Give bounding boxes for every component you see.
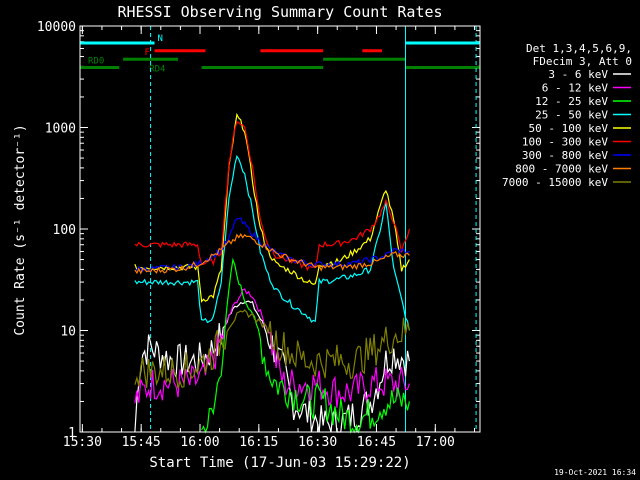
y-tick-label: 10 [60,325,76,340]
footer-date: 19-Oct-2021 16:34 [554,468,636,477]
legend-entry-label: 50 - 100 keV [529,122,609,135]
flag-label: RD0 [88,56,104,66]
plot-frame [79,25,481,433]
series-line [134,217,410,273]
series-line [134,288,410,408]
flag-label: N [158,34,163,44]
legend: Det 1,3,4,5,6,9,FDecim 3, Att 03 - 6 keV… [502,42,632,189]
x-tick-label: 16:15 [239,435,278,450]
legend-entry-label: 12 - 25 keV [535,95,608,108]
x-axis: 15:30 15:45 16:00 16:15 16:30 16:45 17:00 [63,26,476,450]
y-tick-label: 1 [68,426,76,441]
legend-entry-label: 7000 - 15000 keV [502,176,608,189]
legend-entry-label: 800 - 7000 keV [515,163,608,176]
y-tick-label: 100 [53,223,76,238]
legend-header-line: Det 1,3,4,5,6,9, [526,42,632,55]
x-tick-label: 16:00 [180,435,219,450]
series-line [134,233,410,275]
series-line [134,309,410,389]
series-line [201,257,410,434]
x-tick-label: 15:45 [122,435,161,450]
flag-label: RD4 [149,65,165,75]
legend-header-line: FDecim 3, Att 0 [533,55,632,68]
y-axis-label: Count Rate (s⁻¹ detector⁻¹) [13,124,28,335]
chart-title: RHESSI Observing Summary Count Rates [117,3,442,21]
legend-entry-label: 100 - 300 keV [522,136,608,149]
series-group [134,112,410,434]
x-axis-label: Start Time (17-Jun-03 15:29:22) [149,455,410,471]
flag-label: F [145,48,150,58]
x-tick-label: 16:30 [298,435,337,450]
x-tick-label: 17:00 [416,435,455,450]
legend-entry-label: 3 - 6 keV [548,68,608,81]
legend-entry-label: 6 - 12 keV [542,82,609,95]
x-tick-label: 15:30 [63,435,102,450]
legend-entry-label: 300 - 800 keV [522,149,608,162]
y-tick-label: 1000 [45,122,76,137]
series-line [134,154,410,331]
flag-bars: NF RD0 RD4 [80,34,480,75]
legend-entry-label: 25 - 50 keV [535,109,608,122]
series-line [134,300,410,433]
x-tick-label: 16:45 [357,435,396,450]
y-tick-label: 10000 [37,20,76,35]
